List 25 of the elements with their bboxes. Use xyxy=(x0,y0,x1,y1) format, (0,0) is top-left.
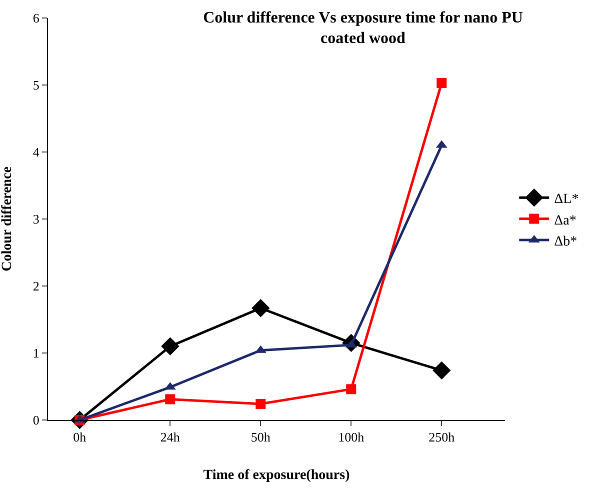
point xyxy=(346,384,356,394)
point xyxy=(436,78,447,88)
y-axis-title: Colour difference xyxy=(0,166,15,272)
point xyxy=(432,361,451,380)
x-tick-label: 50h xyxy=(250,430,271,445)
x-tick-label: 24h xyxy=(160,430,180,445)
chart-title: Colur difference Vs exposure time for nano PU coated wood xyxy=(203,9,524,48)
point xyxy=(165,394,176,404)
y-tick-label: 0 xyxy=(32,412,40,428)
y-tick-label: 1 xyxy=(32,346,40,361)
legend-label: ΔL* xyxy=(554,192,579,208)
x-tick-label: 100h xyxy=(338,430,365,445)
x-tick-label: 0h xyxy=(73,430,87,445)
y-tick-label: 6 xyxy=(32,10,40,26)
point xyxy=(256,398,266,409)
legend-label: Δa* xyxy=(554,213,576,228)
y-tick-label: 4 xyxy=(32,144,40,160)
point xyxy=(252,299,270,318)
x-tick-label: 250h xyxy=(428,430,456,445)
legend-label: Δb* xyxy=(554,234,578,250)
x-axis-title: Time of exposure(hours) xyxy=(203,468,350,483)
point xyxy=(161,337,180,356)
y-tick-label: 2 xyxy=(32,278,40,294)
y-tick-label: 5 xyxy=(32,78,40,93)
y-tick-label: 3 xyxy=(32,212,40,227)
